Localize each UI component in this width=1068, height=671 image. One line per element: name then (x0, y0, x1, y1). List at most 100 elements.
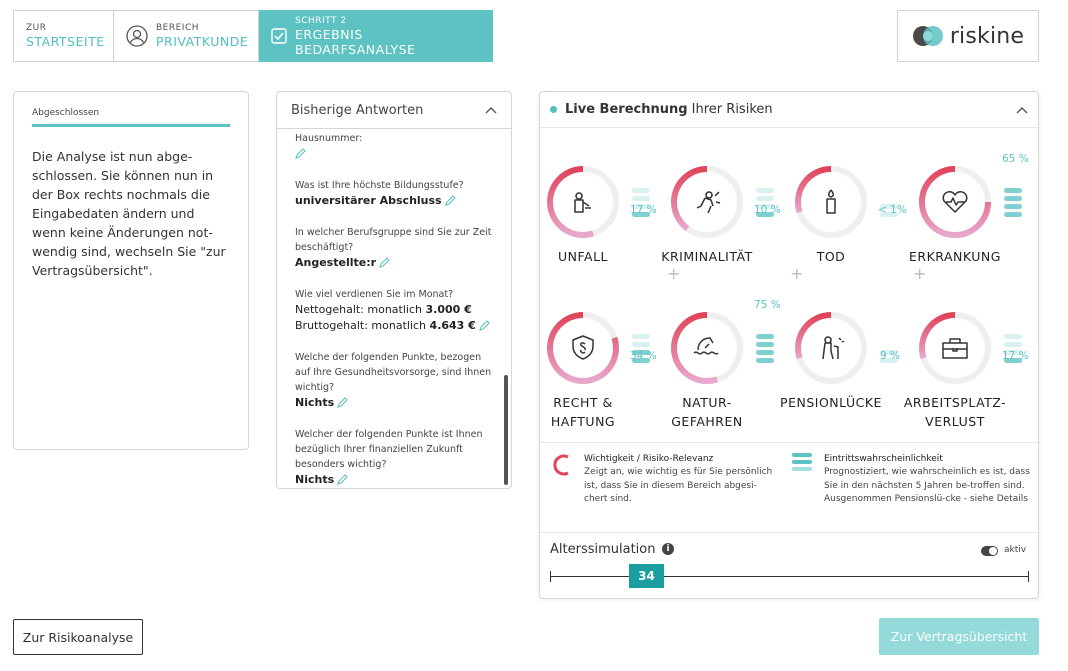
plus-separator-icon: + (913, 264, 927, 283)
probability-bar (880, 204, 898, 209)
probability-bar (632, 342, 650, 347)
pencil-edit-icon[interactable] (379, 257, 390, 273)
probability-bar (632, 350, 650, 355)
probability-bar (1004, 204, 1022, 209)
importance-arc (795, 312, 832, 360)
probability-bar (632, 334, 650, 339)
risk-item[interactable] (671, 312, 774, 384)
nav-ergebnis[interactable]: SCHRITT 2 ERGEBNIS BEDARFSANALYSE (259, 10, 493, 62)
live-calculation-panel: Live Berechnung Ihrer Risiken Wichtigkei… (539, 91, 1039, 599)
probability-bar (880, 212, 898, 217)
risk-analysis-button[interactable]: Zur Risikoanalyse (13, 619, 143, 655)
top-navigation: ZUR STARTSEITE BEREICH PRIVATKUNDE SCHRI… (13, 10, 493, 62)
risk-item[interactable] (547, 166, 650, 238)
nav-privatkunde-small: BEREICH (156, 23, 200, 33)
probability-bar (1004, 358, 1022, 363)
probability-bar (756, 212, 774, 217)
answer-item: Wie viel verdienen Sie im Monat? Nettoge… (295, 287, 493, 336)
live-dot-icon (550, 106, 557, 113)
plus-separator-icon: + (790, 264, 804, 283)
pencil-edit-icon[interactable] (337, 397, 348, 413)
pencil-edit-icon[interactable] (295, 148, 306, 164)
importance-arc (671, 312, 719, 384)
risk-item[interactable] (671, 166, 774, 238)
plus-separator-icon: + (667, 264, 681, 283)
nav-ergebnis-small: SCHRITT 2 (295, 15, 347, 26)
crime-icon (696, 191, 721, 214)
riskine-logo[interactable]: riskine (897, 10, 1039, 62)
age-slider-handle[interactable]: 34 (629, 564, 664, 588)
nav-startseite-small: ZUR (26, 23, 47, 33)
info-icon[interactable]: i (662, 543, 674, 555)
contract-overview-button[interactable]: Zur Vertragsübersicht (879, 618, 1039, 655)
probability-bar (632, 196, 650, 201)
info-text: Die Analyse ist nun abge-schlossen. Sie … (32, 149, 226, 278)
risk-probability-value: 65 % (1002, 153, 1029, 165)
checkbox-icon (271, 28, 287, 44)
risk-probability-value: 17 % (1002, 350, 1029, 362)
chevron-up-icon[interactable] (1016, 106, 1028, 114)
chevron-up-icon[interactable] (485, 106, 497, 114)
probability-bar (756, 358, 774, 363)
age-divider (540, 532, 1038, 533)
live-header[interactable]: Live Berechnung Ihrer Risiken (540, 92, 1038, 128)
risk-item[interactable] (795, 166, 898, 238)
importance-arc (547, 312, 619, 384)
job-briefcase-icon (942, 338, 968, 359)
age-slider-track[interactable] (550, 576, 1028, 577)
pencil-edit-icon[interactable] (337, 474, 348, 488)
answer-item: Welche der folgenden Punkte, bezogen auf… (295, 350, 493, 413)
risk-item[interactable] (547, 312, 650, 384)
legend-importance-title: Wichtigkeit / Risiko-Relevanz (584, 454, 714, 464)
legend-probability-title: Eintrittswahrscheinlichkeit (824, 454, 943, 464)
probability-bar (632, 204, 650, 209)
live-title-rest: Ihrer Risiken (687, 102, 773, 117)
brutto-label: Bruttogehalt: monatlich (295, 319, 427, 332)
pencil-edit-icon[interactable] (478, 320, 490, 336)
probability-bar (1004, 188, 1022, 193)
nav-privatkunde-label: PRIVATKUNDE (156, 34, 249, 49)
answers-panel: Bisherige Antworten Hausnummer: Was ist … (276, 91, 512, 489)
nav-startseite-label: STARTSEITE (26, 34, 105, 49)
answers-scrollbar[interactable] (504, 375, 508, 485)
importance-arc (919, 312, 956, 360)
risk-item[interactable] (919, 166, 1022, 238)
importance-arc-icon (553, 454, 569, 476)
live-title: Live Berechnung Ihrer Risiken (550, 102, 773, 117)
probability-bar (632, 358, 650, 363)
slider-start-tick (550, 571, 551, 582)
risk-label: ERKRANKUNG (909, 249, 1001, 264)
user-icon (126, 25, 148, 47)
probability-bar (632, 188, 650, 193)
risk-label: NATUR- GEFAHREN (671, 395, 743, 429)
nav-privatkunde[interactable]: BEREICH PRIVATKUNDE (114, 10, 259, 62)
legend-importance-text: Zeigt an, wie wichtig es für Sie persönl… (584, 467, 773, 504)
probability-bar (756, 188, 774, 193)
answer-question: Hausnummer: (295, 133, 363, 144)
risk-probability-value: < 1% (878, 204, 907, 216)
pension-elderly-icon (822, 336, 845, 360)
risk-probability-value: 17 % (630, 204, 657, 216)
risk-label: TOD (816, 249, 846, 264)
answer-item: Welcher der folgenden Punkte ist Ihnen b… (295, 427, 493, 488)
probability-bar (1004, 196, 1022, 201)
brutto-value: 4.643 € (429, 319, 476, 332)
nav-startseite[interactable]: ZUR STARTSEITE (13, 10, 114, 62)
importance-arc (795, 166, 832, 214)
age-sim-toggle[interactable] (981, 546, 998, 556)
pencil-edit-icon[interactable] (444, 195, 456, 211)
answers-list[interactable]: Hausnummer: Was ist Ihre höchste Bildung… (277, 129, 511, 488)
risk-item[interactable] (795, 312, 898, 384)
answer-item: Was ist Ihre höchste Bildungsstufe? univ… (295, 178, 493, 211)
nature-flood-icon (693, 337, 719, 355)
risk-label: PENSIONLÜCKE (780, 395, 882, 410)
live-title-bold: Live Berechnung (565, 102, 688, 117)
risk-item[interactable] (919, 312, 1022, 384)
probability-bar (756, 204, 774, 209)
answers-header[interactable]: Bisherige Antworten (277, 92, 511, 129)
importance-arc (919, 166, 991, 238)
risk-probability-value: 75 % (754, 299, 781, 311)
answer-question: Wie viel verdienen Sie im Monat? (295, 289, 454, 300)
risk-label: RECHT & HAFTUNG (550, 395, 616, 429)
risk-label: KRIMINALITÄT (661, 249, 753, 264)
